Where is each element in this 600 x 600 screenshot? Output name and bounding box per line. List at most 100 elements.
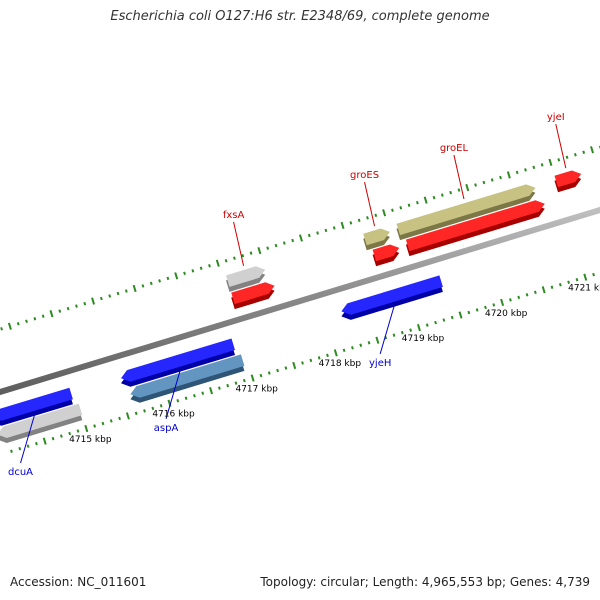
minor-tick — [66, 306, 70, 311]
kbp-label: 4716 kbp — [152, 410, 195, 420]
minor-tick — [109, 419, 113, 423]
minor-tick — [499, 175, 502, 180]
major-tick — [257, 246, 262, 255]
gene-fxsA[interactable] — [226, 266, 266, 292]
minor-tick — [301, 361, 304, 365]
minor-tick — [176, 399, 180, 403]
minor-tick — [316, 231, 319, 235]
minor-tick — [143, 409, 146, 413]
gene-aspA[interactable] — [121, 338, 235, 387]
gene-yjeH[interactable] — [341, 275, 443, 320]
minor-tick — [399, 206, 403, 210]
minor-tick — [342, 348, 346, 353]
minor-tick — [68, 431, 72, 436]
major-tick — [174, 272, 179, 280]
minor-tick — [432, 195, 436, 200]
gene-label[interactable]: fxsA — [223, 210, 245, 221]
major-tick — [458, 311, 463, 319]
minor-tick — [158, 279, 161, 283]
major-tick — [42, 437, 47, 445]
major-tick — [500, 298, 505, 307]
gene-groEL[interactable] — [396, 184, 536, 241]
minor-tick — [242, 378, 246, 383]
minor-tick — [450, 315, 454, 320]
major-tick — [340, 221, 345, 230]
minor-tick — [307, 233, 311, 238]
gene-feature-4[interactable] — [372, 244, 400, 267]
kbp-label: 4718 kbp — [319, 359, 362, 369]
gene-label[interactable]: dcuA — [8, 467, 33, 478]
minor-tick — [233, 256, 236, 260]
gene-body — [372, 244, 400, 262]
map-title: Escherichia coli O127:H6 str. E2348/69, … — [110, 9, 490, 24]
minor-tick — [276, 368, 279, 373]
minor-tick — [101, 421, 105, 426]
minor-tick — [557, 158, 561, 162]
minor-tick — [475, 308, 479, 312]
leader-line — [20, 414, 36, 464]
gene-feature-1[interactable] — [231, 282, 275, 310]
gene-label[interactable]: yjeH — [369, 358, 391, 369]
minor-tick — [573, 153, 577, 157]
minor-tick — [532, 165, 536, 170]
minor-tick — [317, 356, 321, 360]
minor-tick — [391, 208, 394, 212]
gene-body — [0, 403, 83, 438]
minor-tick — [199, 266, 203, 271]
minor-tick — [59, 434, 63, 438]
gene-groES[interactable] — [363, 228, 390, 251]
major-tick — [298, 234, 303, 242]
gene-feature-15[interactable] — [0, 403, 83, 443]
minor-tick — [440, 193, 444, 197]
gene-label[interactable]: groES — [350, 170, 379, 181]
minor-tick — [26, 444, 30, 448]
major-tick — [292, 361, 297, 370]
minor-tick — [259, 373, 263, 378]
minor-tick — [134, 411, 138, 416]
minor-tick — [41, 314, 45, 318]
minor-tick — [217, 386, 221, 390]
minor-tick — [332, 226, 336, 230]
major-tick — [132, 284, 137, 293]
minor-tick — [208, 264, 211, 268]
minor-tick — [99, 296, 103, 301]
minor-tick — [359, 343, 363, 348]
major-tick — [333, 349, 338, 357]
gene-label[interactable]: yjeI — [547, 112, 565, 123]
gene-label[interactable]: aspA — [154, 423, 179, 434]
minor-tick — [16, 322, 20, 326]
minor-tick — [274, 243, 278, 248]
major-tick — [590, 146, 594, 154]
minor-tick — [291, 238, 295, 243]
leader-line — [364, 182, 376, 227]
gene-feature-5[interactable] — [405, 200, 545, 257]
major-tick — [125, 412, 130, 420]
kbp-labels: 4715 kbp 4716 kbp 4717 kbp 4718 kbp 4719 kbp… — [69, 284, 600, 445]
minor-tick — [550, 285, 554, 289]
minor-tick — [357, 218, 361, 223]
gene-feature-17[interactable] — [130, 354, 245, 403]
major-tick — [506, 171, 511, 179]
gene-yjeI[interactable] — [554, 170, 582, 193]
minor-tick — [76, 429, 80, 433]
minor-tick — [415, 200, 419, 205]
gene-body — [396, 184, 536, 236]
minor-tick — [592, 272, 595, 277]
minor-tick — [18, 446, 22, 451]
major-tick — [375, 336, 380, 344]
gene-body — [554, 170, 582, 188]
minor-tick — [449, 190, 453, 195]
gene-dcuA[interactable] — [0, 387, 73, 426]
leader-line — [555, 124, 567, 169]
major-tick — [416, 323, 421, 332]
minor-tick — [75, 304, 78, 308]
leader-line — [165, 370, 181, 419]
minor-tick — [540, 163, 544, 167]
major-tick — [548, 158, 553, 166]
minor-tick — [434, 320, 437, 325]
minor-tick — [193, 393, 196, 398]
gene-body — [363, 228, 390, 246]
gene-label[interactable]: groEL — [440, 143, 469, 154]
minor-tick — [159, 404, 163, 408]
